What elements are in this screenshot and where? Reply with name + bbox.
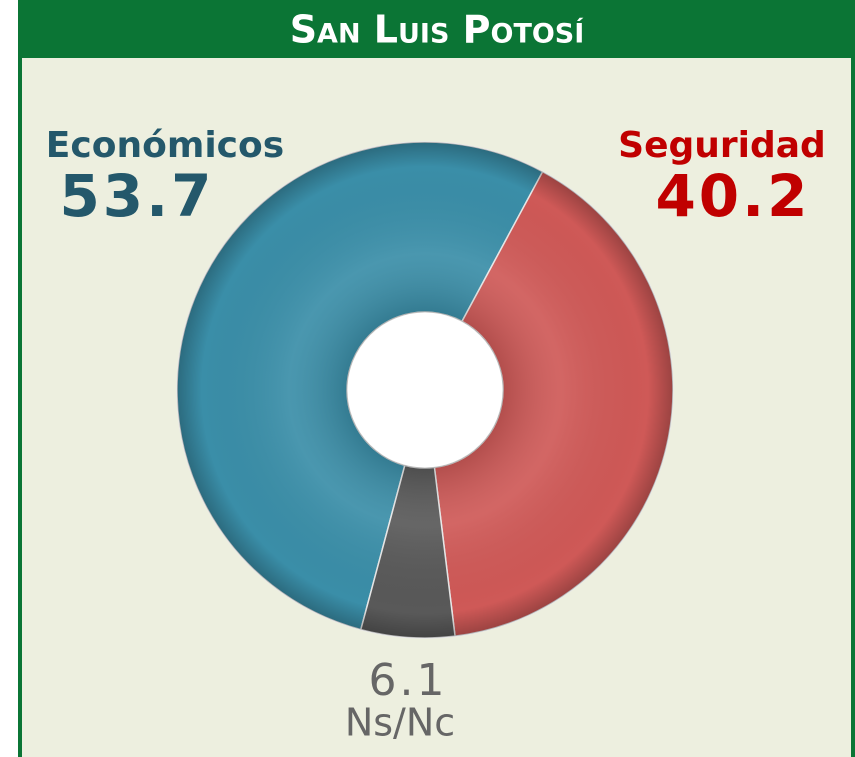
donut-hole	[346, 311, 504, 469]
donut	[176, 141, 674, 639]
value-label: 53.7	[59, 162, 214, 230]
value-label: 6.1	[369, 655, 448, 706]
value-label: 40.2	[655, 162, 810, 230]
title-bar	[20, 2, 853, 58]
category-label: Seguridad	[618, 125, 826, 166]
category-label: Ns/Nc	[345, 701, 455, 745]
chart-title: San Luis Potosí	[290, 8, 585, 52]
category-label: Económicos	[46, 125, 284, 166]
